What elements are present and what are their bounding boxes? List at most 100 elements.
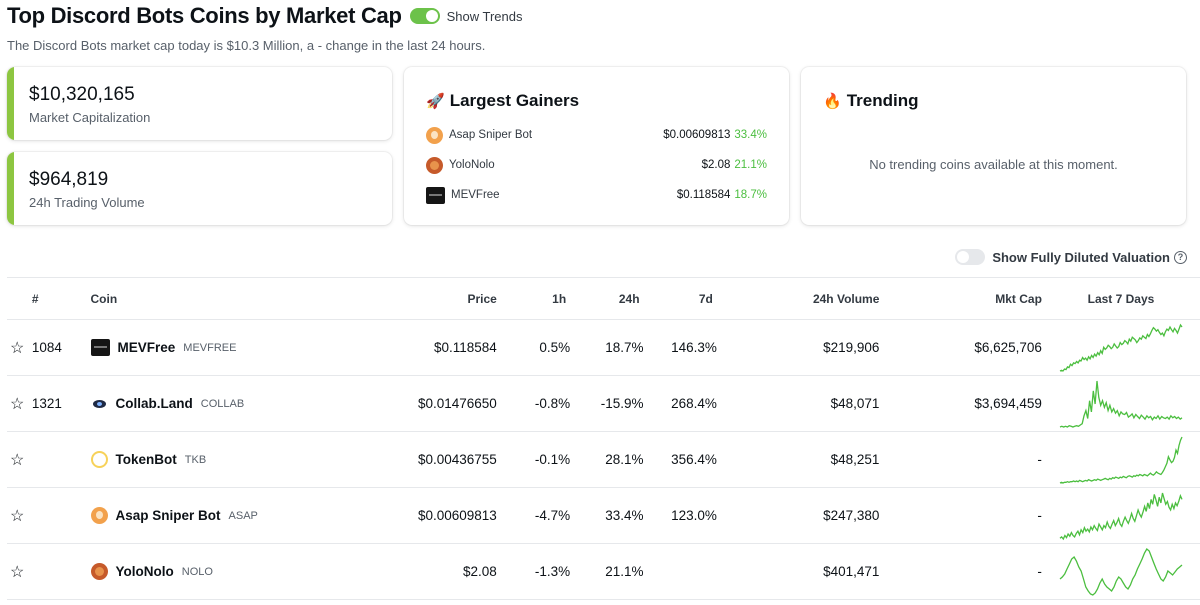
coin-cell[interactable]: MEVFree MEVFREE [90,339,317,356]
coin-cell[interactable]: Asap Sniper Bot ASAP [90,507,317,524]
volume-24h: $401,471 [716,543,880,600]
gainer-row-mevfree[interactable]: MEVFree $0.118584 18.7% [426,185,767,205]
table-row[interactable]: ☆ Asap Sniper Bot ASAP $0.00609813 -4.7%… [7,487,1200,544]
market-cap-value: $10,320,165 [29,84,135,105]
trending-card: 🔥 Trending No trending coins available a… [801,67,1186,225]
page-title: Top Discord Bots Coins by Market Cap [7,3,402,28]
price: $0.118584 [316,319,497,376]
market-cap-card: $10,320,165 Market Capitalization [7,67,392,140]
header-1h[interactable]: 1h [496,277,571,320]
header-24h-volume[interactable]: 24h Volume [716,277,880,320]
sparkline-series [1059,380,1183,428]
collab-land-logo-icon [90,395,108,412]
largest-gainers-title: 🚀 Largest Gainers [426,91,579,111]
gainer-row-yolonolo[interactable]: YoloNolo $2.08 21.1% [426,155,767,175]
sparkline-series [1059,436,1183,484]
change-24h: -15.9% [570,375,644,432]
gainer-price: $0.118584 [676,189,731,201]
gainer-change: 18.7% [734,189,767,201]
show-trends-toggle[interactable] [409,8,440,24]
coin-name[interactable]: MEVFree [117,340,176,355]
price: $2.08 [316,543,497,600]
change-1h: 0.5% [496,319,571,376]
fdv-toggle[interactable] [955,249,986,265]
gainer-name: YoloNolo [449,159,495,171]
largest-gainers-heading: Largest Gainers [449,91,580,110]
trading-volume-value: $964,819 [29,169,109,190]
rank: 1084 [31,319,91,376]
yolonolo-logo-icon [426,156,443,174]
header-24h[interactable]: 24h [570,277,644,320]
gainer-name: MEVFree [451,189,500,201]
table-row[interactable]: ☆ 1084 MEVFree MEVFREE $0.118584 0.5% 18… [7,319,1200,376]
coin-cell[interactable]: TokenBot TKB [90,451,317,468]
volume-24h: $247,380 [716,487,880,544]
coin-name[interactable]: Asap Sniper Bot [115,508,221,523]
header-market-cap[interactable]: Mkt Cap [879,277,1042,320]
rank: 1321 [31,375,91,432]
sparkline-chart [1059,323,1183,372]
change-24h: 28.1% [570,431,644,488]
price: $0.00609813 [316,487,497,544]
volume-24h: $219,906 [716,319,880,376]
rank [31,543,91,600]
rank [31,487,91,544]
table-row[interactable]: ☆ YoloNolo NOLO $2.08 -1.3% 21.1% $401,4… [7,543,1200,600]
header: Top Discord Bots Coins by Market Cap Sho… [7,3,523,29]
star-icon[interactable]: ☆ [10,563,25,581]
table-row[interactable]: ☆ TokenBot TKB $0.00436755 -0.1% 28.1% 3… [7,431,1200,488]
change-7d [643,543,717,600]
yolonolo-logo-icon [90,563,108,580]
star-icon[interactable]: ☆ [10,339,25,357]
star-icon[interactable]: ☆ [10,395,25,413]
star-icon[interactable]: ☆ [10,451,25,469]
sparkline-series [1059,323,1183,372]
coin-symbol: MEVFREE [183,341,237,354]
change-24h: 21.1% [570,543,644,600]
mevfree-logo-icon [90,339,110,356]
volume-24h: $48,251 [716,431,880,488]
rocket-icon: 🚀 [426,93,445,110]
header-star [7,277,32,320]
coin-cell[interactable]: Collab.Land COLLAB [90,395,317,412]
change-1h: -0.1% [496,431,571,488]
coin-name[interactable]: YoloNolo [115,564,174,579]
coin-name[interactable]: Collab.Land [115,396,193,411]
table-header-row: # Coin Price 1h 24h 7d 24h Volume Mkt Ca… [7,277,1200,320]
header-rank[interactable]: # [31,277,91,320]
table-row[interactable]: ☆ 1321 Collab.Land COLLAB $0.01476650 -0… [7,375,1200,432]
market-cap: - [879,487,1042,544]
header-last-7-days: Last 7 Days [1041,277,1200,320]
star-icon[interactable]: ☆ [10,507,25,525]
header-7d[interactable]: 7d [643,277,717,320]
rank [31,431,91,488]
trading-volume-label: 24h Trading Volume [29,195,145,210]
change-24h: 18.7% [570,319,644,376]
mevfree-logo-icon [426,186,445,204]
help-icon[interactable]: ? [1174,250,1187,264]
sparkline-series [1059,492,1183,540]
coin-symbol: COLLAB [200,397,245,410]
gainer-row-asap-sniper-bot[interactable]: Asap Sniper Bot $0.00609813 33.4% [426,125,767,145]
gainer-change: 33.4% [734,129,767,141]
gainer-name: Asap Sniper Bot [449,129,533,141]
tokenbot-logo-icon [90,451,108,468]
coin-symbol: TKB [184,453,207,466]
coin-symbol: ASAP [228,509,258,522]
header-price[interactable]: Price [316,277,497,320]
change-24h: 33.4% [570,487,644,544]
sparkline-chart [1059,547,1183,596]
sparkline-chart [1059,436,1183,484]
coin-name[interactable]: TokenBot [115,452,177,467]
coin-cell[interactable]: YoloNolo NOLO [90,563,317,580]
sparkline-chart [1059,380,1183,428]
volume-24h: $48,071 [716,375,880,432]
price: $0.01476650 [316,375,497,432]
header-coin[interactable]: Coin [90,277,317,320]
change-1h: -1.3% [496,543,571,600]
fdv-toggle-label: Show Fully Diluted Valuation [992,249,1170,265]
change-7d: 268.4% [643,375,717,432]
gainer-change: 21.1% [734,159,767,171]
trending-heading: Trending [846,91,919,110]
trading-volume-card: $964,819 24h Trading Volume [7,152,392,225]
